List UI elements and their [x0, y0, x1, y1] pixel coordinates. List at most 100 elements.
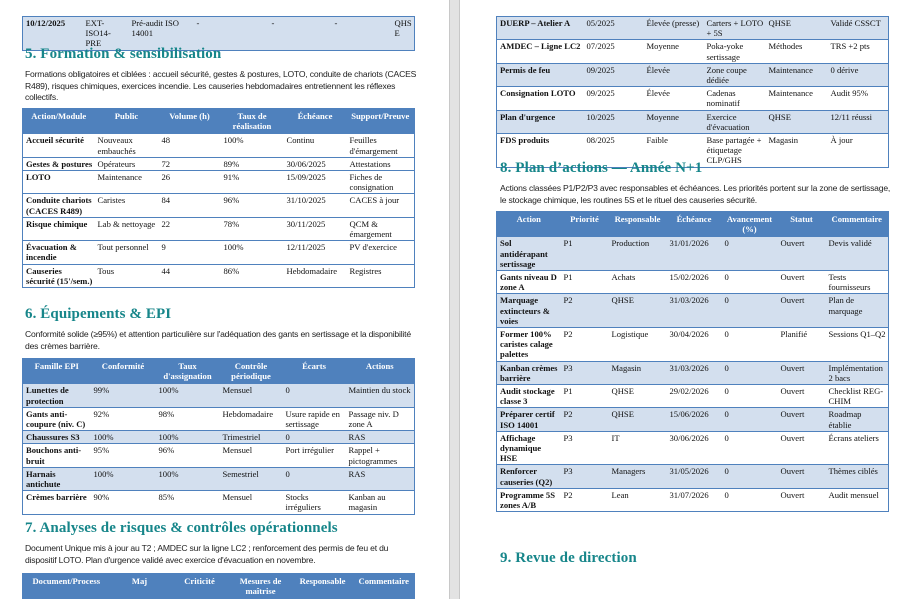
table-cell: Base partagée + étiquetage CLP/GHS	[703, 133, 766, 168]
row-label-cell: Kanban crèmes barrière	[496, 360, 561, 385]
table-cell: QHSE	[391, 16, 415, 51]
table-row: Lunettes de protection 99% 100% Mensuel 0 Mai…	[22, 383, 415, 408]
table-cell: Maintenance	[765, 62, 828, 87]
table-cell: Passage niv. D zone A	[345, 406, 415, 431]
table-cell: 26	[158, 170, 221, 194]
table-row: Crèmes barrière 90% 85% Mensuel Stocks irrég…	[22, 490, 415, 515]
table-row: 10/12/2025 EXT-ISO14-PRE Pré-audit ISO 140…	[22, 16, 415, 51]
table-cell: Roadmap établie	[825, 407, 889, 432]
table-cell: Semestriel	[219, 466, 283, 491]
table-cell: 100%	[220, 133, 284, 158]
table-cell: Écrans ateliers	[825, 430, 889, 465]
table-cell: Élevée	[643, 86, 704, 111]
table-cell: Implémentation 2 bacs	[825, 360, 889, 385]
table-cell: 31/01/2026	[666, 236, 722, 271]
table-row: Accueil sécurité Nouveaux embauchés 48 100%…	[22, 133, 415, 158]
row-label-cell: Crèmes barrière	[22, 490, 91, 515]
table-cell: Audit 95%	[827, 86, 889, 111]
section-title-risques: 7. Analyses de risques & contrôles opéra…	[25, 520, 338, 536]
table-cell: Poka-yoke sertissage	[703, 39, 766, 64]
column-header: Conformité	[90, 357, 156, 384]
table-cell: P2	[560, 293, 609, 328]
table-row: FDS produits 08/2025 Faible Base partagée +…	[496, 133, 889, 168]
table-plan-actions: Action Priorité Responsable Échéance Avancem…	[496, 210, 889, 513]
column-header: Action	[496, 210, 561, 237]
table-cell: 0	[721, 384, 778, 408]
table-cell: Cadenas nominatif	[703, 86, 766, 111]
table-cell: RAS	[345, 466, 415, 491]
column-header: Responsable	[608, 210, 667, 237]
table-cell: 89%	[220, 156, 284, 171]
table-cell: 0	[721, 327, 778, 362]
table-cell: 100%	[90, 430, 156, 444]
table-cell: 44	[158, 263, 221, 288]
table-formation: Action/Module Public Volume (h) Taux de réa…	[22, 107, 415, 289]
table-row: LOTO Maintenance 26 91% 15/09/2025 Fiches de …	[22, 170, 415, 194]
column-header: Écarts	[282, 357, 346, 384]
row-label-cell: Harnais antichute	[22, 466, 91, 491]
column-header: Statut	[777, 210, 826, 237]
table-cell: PV d'exercice	[346, 240, 415, 265]
table-cell: Port irrégulier	[282, 443, 346, 468]
table-cell: P2	[560, 327, 609, 362]
table-cell: Rappel + pictogrammes	[345, 443, 415, 468]
table-top-continuation: 10/12/2025 EXT-ISO14-PRE Pré-audit ISO 140…	[22, 16, 415, 51]
table-cell: 85%	[155, 490, 220, 515]
table-cell: 30/06/2025	[283, 156, 347, 171]
table-cell: 0	[282, 466, 346, 491]
table-cell: 72	[158, 156, 221, 171]
table-row: Permis de feu 09/2025 Élevée Zone coupe déd…	[496, 62, 889, 87]
row-label-cell: DUERP – Atelier A	[496, 15, 584, 40]
table-header-row: Action/Module Public Volume (h) Taux de réa…	[22, 107, 415, 134]
row-label-cell: Former 100% caristes calage palettes	[496, 327, 561, 362]
table-cell: P3	[560, 430, 609, 465]
table-cell: 12/11/2025	[283, 240, 347, 265]
table-cell: 05/2025	[583, 15, 644, 40]
table-cell: Mensuel	[219, 383, 283, 408]
table-cell: QHSE	[608, 407, 667, 432]
table-cell: 22	[158, 216, 221, 241]
table-cell: Fiches de consignation	[346, 170, 415, 194]
table-cell: Élevée	[643, 62, 704, 87]
table-cell: 99%	[90, 383, 156, 408]
table-row: Harnais antichute 100% 100% Semestriel 0 RAS	[22, 466, 415, 491]
table-cell: Trimestriel	[219, 430, 283, 444]
section-title-plan-actions: 8. Plan d’actions — Année N+1	[500, 160, 703, 176]
row-label-cell: Sol antidérapant sertissage	[496, 236, 561, 271]
table-cell: Ouvert	[777, 360, 826, 385]
column-header: Action/Module	[22, 107, 95, 134]
table-cell: 30/04/2026	[666, 327, 722, 362]
table-cell: 15/09/2025	[283, 170, 347, 194]
table-risques: DUERP – Atelier A 05/2025 Élevée (presse) C…	[496, 15, 889, 168]
row-label-cell: Gants niveau D zone A	[496, 270, 561, 294]
row-label-cell: Gants anti-coupure (niv. C)	[22, 406, 91, 431]
row-label-cell: Lunettes de protection	[22, 383, 91, 408]
row-label-cell: Bouchons anti-bruit	[22, 443, 91, 468]
table-cell: 0	[282, 383, 346, 408]
table-cell: Continu	[283, 133, 347, 158]
row-label-cell: Accueil sécurité	[22, 133, 95, 158]
table-row: Consignation LOTO 09/2025 Élevée Cadenas no…	[496, 86, 889, 111]
row-label-cell: Programme 5S zones A/B	[496, 487, 561, 512]
section-paragraph-risques: Document Unique mis à jour au T2 ; AMDEC…	[25, 543, 389, 565]
column-header: Avancement (%)	[721, 210, 778, 237]
table-cell: -	[268, 16, 332, 51]
row-label-cell: LOTO	[22, 170, 95, 194]
section-paragraph-formation: Formations obligatoires et ciblées : acc…	[25, 69, 417, 102]
table-cell: 96%	[220, 193, 284, 218]
table-cell: Tests fournisseurs	[825, 270, 889, 294]
table-cell: Magasin	[608, 360, 667, 385]
table-cell: P3	[560, 360, 609, 385]
row-label-cell: Risque chimique	[22, 216, 95, 241]
table-cell: 10/2025	[583, 109, 644, 134]
table-cell: QCM & émargement	[346, 216, 415, 241]
table-header-row: Famille EPI Conformité Taux d'assignation C…	[22, 357, 415, 384]
table-cell: QHSE	[608, 293, 667, 328]
table-cell: 12/11 réussi	[827, 109, 889, 134]
table-cell: Magasin	[765, 133, 828, 168]
section-title-formation: 5. Formation & sensibilisation	[25, 46, 222, 62]
table-header-row: Document/Process Maj Criticité Mesures de m…	[22, 572, 415, 599]
table-cell: 07/2025	[583, 39, 644, 64]
table-cell: 15/06/2026	[666, 407, 722, 432]
column-header: Volume (h)	[158, 107, 221, 134]
